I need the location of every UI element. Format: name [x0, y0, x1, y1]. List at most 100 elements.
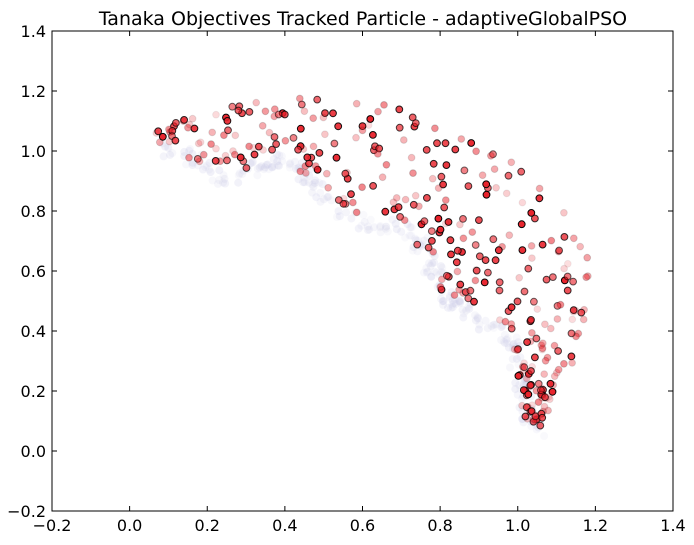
particle-point: [352, 133, 360, 142]
axes: −0.2 0.0 0.2 0.4 0.6 0.8 1.0 1.2 1.4 −0.2 0.0 0.2 0.…: [7, 22, 686, 535]
trail-point: [514, 338, 523, 347]
particle-point: [358, 126, 367, 135]
particle-point: [548, 387, 557, 396]
particle-point: [258, 121, 267, 130]
particle-point: [563, 272, 572, 281]
particle-point: [554, 347, 562, 355]
particle-point: [411, 119, 420, 127]
particle-point: [554, 365, 563, 374]
trail-point: [503, 339, 512, 348]
particle-point: [154, 127, 163, 136]
particle-point: [242, 164, 251, 172]
trail-point: [294, 175, 303, 184]
particle-point: [295, 94, 304, 103]
particle-point: [567, 329, 576, 338]
trail-point: [438, 263, 447, 272]
particle-point: [538, 339, 547, 348]
particle-point: [495, 286, 504, 295]
trail-point: [500, 330, 509, 339]
particle-point: [294, 145, 303, 154]
trail-point: [423, 267, 432, 276]
particle-point: [399, 136, 408, 144]
particle-point: [265, 128, 274, 137]
trail-point: [422, 264, 431, 273]
trail-point: [234, 171, 243, 180]
particle-point: [407, 153, 416, 162]
trail-point: [456, 298, 465, 307]
trail-point: [376, 222, 385, 231]
particle-point: [369, 182, 378, 190]
particle-point: [321, 130, 329, 139]
particle-point: [527, 209, 536, 217]
particle-point: [526, 381, 535, 390]
particle-point: [456, 220, 464, 229]
trail-point: [471, 316, 480, 325]
particle-point: [489, 150, 497, 159]
particle-point: [563, 286, 572, 295]
particle-point: [527, 367, 535, 375]
trail-point: [439, 297, 448, 305]
particle-point: [439, 180, 448, 189]
trail-point: [205, 158, 214, 167]
particle-point: [534, 379, 543, 388]
x-tick-label: 1.0: [505, 516, 530, 535]
trail-point: [425, 259, 433, 268]
particle-point: [555, 246, 563, 255]
particle-point: [550, 372, 559, 381]
particle-point: [172, 119, 180, 127]
particle-point: [550, 341, 559, 350]
particle-point: [261, 107, 270, 116]
particle-point: [180, 116, 189, 124]
particle-point: [358, 122, 367, 130]
particle-point: [313, 95, 322, 104]
trail-point: [333, 213, 341, 221]
particle-point: [188, 114, 197, 123]
trail-point: [262, 161, 271, 169]
trail-point: [382, 222, 390, 231]
particle-point: [207, 140, 216, 149]
particle-point: [428, 174, 437, 183]
particle-point: [576, 242, 585, 251]
trail-point: [164, 144, 173, 152]
particle-point: [475, 252, 484, 261]
particle-point: [281, 136, 290, 145]
particle-point: [568, 315, 577, 324]
particle-point: [409, 169, 417, 178]
particle-point: [364, 121, 373, 129]
x-tick-label: 0.0: [117, 516, 142, 535]
particle-point: [322, 169, 331, 178]
particle-point: [517, 220, 526, 229]
particle-point: [560, 264, 568, 273]
trail-point: [473, 314, 482, 323]
particle-point: [544, 393, 553, 401]
particle-point: [515, 273, 524, 282]
trail-point: [497, 336, 506, 345]
trail-point: [370, 223, 379, 232]
particle-point: [507, 303, 516, 312]
trail-point: [366, 215, 375, 224]
particle-point: [560, 233, 569, 241]
trail-point: [448, 296, 457, 305]
trail-point: [219, 178, 228, 187]
particle-point: [569, 277, 577, 286]
particle-point: [420, 217, 429, 226]
particle-point: [309, 142, 318, 151]
trail-point: [208, 176, 217, 185]
particle-point: [472, 266, 481, 275]
particle-point: [296, 124, 305, 133]
trail-point: [319, 195, 328, 204]
particle-point: [453, 246, 462, 255]
trail-point: [437, 262, 445, 271]
particle-point: [489, 235, 498, 244]
x-tick-label: 0.4: [272, 516, 297, 535]
particle-point: [234, 106, 243, 115]
particle-point: [199, 150, 208, 159]
particle-point: [446, 236, 455, 245]
y-tick-label: 0.2: [21, 382, 46, 401]
particle-point: [504, 171, 513, 180]
particle-point: [378, 173, 387, 182]
particle-point: [437, 275, 446, 284]
trail-point: [427, 272, 436, 281]
particle-point: [380, 101, 388, 109]
particle-point: [394, 203, 403, 212]
